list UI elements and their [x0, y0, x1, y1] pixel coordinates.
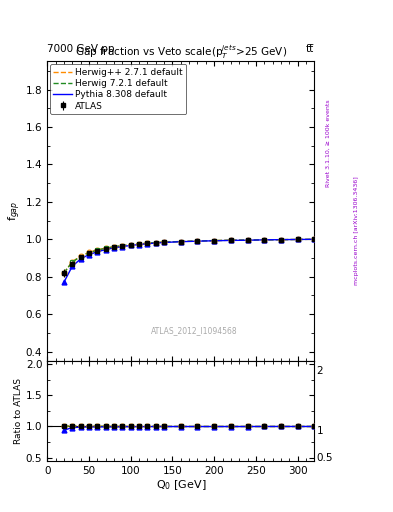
Pythia 8.308 default — [112, 245, 116, 251]
Herwig++ 2.7.1 default — [279, 237, 283, 243]
Herwig++ 2.7.1 default — [229, 237, 233, 243]
Herwig++ 2.7.1 default — [312, 236, 317, 242]
Herwig 7.2.1 default — [212, 238, 217, 244]
Herwig++ 2.7.1 default — [103, 245, 108, 251]
Text: 7000 GeV pp: 7000 GeV pp — [47, 44, 115, 54]
Pythia 8.308 default — [312, 236, 317, 242]
Text: mcplots.cern.ch [arXiv:1306.3436]: mcplots.cern.ch [arXiv:1306.3436] — [354, 176, 359, 285]
Herwig++ 2.7.1 default — [162, 239, 167, 245]
Pythia 8.308 default — [178, 239, 183, 245]
Herwig++ 2.7.1 default — [137, 241, 141, 247]
Herwig 7.2.1 default — [95, 247, 100, 253]
Pythia 8.308 default — [70, 263, 75, 269]
Legend: Herwig++ 2.7.1 default, Herwig 7.2.1 default, Pythia 8.308 default, ATLAS: Herwig++ 2.7.1 default, Herwig 7.2.1 def… — [50, 64, 186, 114]
Herwig 7.2.1 default — [178, 239, 183, 245]
Pythia 8.308 default — [129, 242, 133, 248]
Herwig 7.2.1 default — [61, 270, 66, 276]
Herwig 7.2.1 default — [86, 250, 91, 256]
Herwig++ 2.7.1 default — [245, 237, 250, 243]
Herwig++ 2.7.1 default — [112, 244, 116, 250]
Pythia 8.308 default — [195, 238, 200, 244]
X-axis label: Q$_0$ [GeV]: Q$_0$ [GeV] — [156, 478, 206, 492]
Herwig 7.2.1 default — [129, 242, 133, 248]
Herwig 7.2.1 default — [137, 241, 141, 247]
Herwig++ 2.7.1 default — [78, 253, 83, 259]
Pythia 8.308 default — [103, 246, 108, 252]
Pythia 8.308 default — [86, 251, 91, 258]
Pythia 8.308 default — [162, 240, 167, 246]
Herwig++ 2.7.1 default — [129, 242, 133, 248]
Herwig 7.2.1 default — [153, 240, 158, 246]
Herwig++ 2.7.1 default — [61, 270, 66, 276]
Herwig++ 2.7.1 default — [262, 237, 267, 243]
Pythia 8.308 default — [153, 240, 158, 246]
Herwig 7.2.1 default — [120, 243, 125, 249]
Herwig++ 2.7.1 default — [120, 243, 125, 249]
Herwig++ 2.7.1 default — [70, 259, 75, 265]
Herwig 7.2.1 default — [145, 240, 150, 246]
Title: Gap fraction vs Veto scale(p$_T^{jets}$>25 GeV): Gap fraction vs Veto scale(p$_T^{jets}$>… — [75, 44, 287, 61]
Pythia 8.308 default — [78, 256, 83, 262]
Text: 1: 1 — [316, 426, 323, 436]
Herwig 7.2.1 default — [245, 237, 250, 243]
Line: Herwig++ 2.7.1 default: Herwig++ 2.7.1 default — [64, 239, 314, 273]
Text: ATLAS_2012_I1094568: ATLAS_2012_I1094568 — [151, 327, 237, 335]
Herwig 7.2.1 default — [70, 259, 75, 265]
Herwig++ 2.7.1 default — [95, 247, 100, 253]
Herwig++ 2.7.1 default — [178, 239, 183, 245]
Herwig 7.2.1 default — [103, 245, 108, 251]
Pythia 8.308 default — [279, 237, 283, 243]
Herwig 7.2.1 default — [296, 237, 300, 243]
Text: 0.5: 0.5 — [316, 453, 333, 463]
Line: Pythia 8.308 default: Pythia 8.308 default — [64, 239, 314, 282]
Pythia 8.308 default — [212, 238, 217, 244]
Herwig++ 2.7.1 default — [195, 238, 200, 244]
Herwig++ 2.7.1 default — [212, 238, 217, 244]
Pythia 8.308 default — [145, 241, 150, 247]
Herwig++ 2.7.1 default — [296, 237, 300, 243]
Pythia 8.308 default — [262, 237, 267, 243]
Text: Rivet 3.1.10, ≥ 100k events: Rivet 3.1.10, ≥ 100k events — [326, 99, 331, 187]
Pythia 8.308 default — [245, 237, 250, 243]
Herwig 7.2.1 default — [279, 237, 283, 243]
Herwig++ 2.7.1 default — [86, 249, 91, 255]
Herwig 7.2.1 default — [195, 238, 200, 244]
Text: 2: 2 — [316, 366, 323, 376]
Pythia 8.308 default — [137, 242, 141, 248]
Pythia 8.308 default — [296, 237, 300, 243]
Pythia 8.308 default — [120, 244, 125, 250]
Herwig 7.2.1 default — [312, 236, 317, 242]
Y-axis label: f$_{gap}$: f$_{gap}$ — [7, 201, 23, 221]
Y-axis label: Ratio to ATLAS: Ratio to ATLAS — [14, 378, 23, 444]
Pythia 8.308 default — [95, 249, 100, 255]
Herwig 7.2.1 default — [262, 237, 267, 243]
Herwig++ 2.7.1 default — [145, 240, 150, 246]
Pythia 8.308 default — [61, 279, 66, 285]
Herwig 7.2.1 default — [229, 237, 233, 243]
Pythia 8.308 default — [229, 238, 233, 244]
Herwig++ 2.7.1 default — [153, 240, 158, 246]
Herwig 7.2.1 default — [112, 244, 116, 250]
Herwig 7.2.1 default — [162, 239, 167, 245]
Text: tt̅: tt̅ — [306, 44, 314, 54]
Herwig 7.2.1 default — [78, 253, 83, 260]
Line: Herwig 7.2.1 default: Herwig 7.2.1 default — [64, 239, 314, 273]
